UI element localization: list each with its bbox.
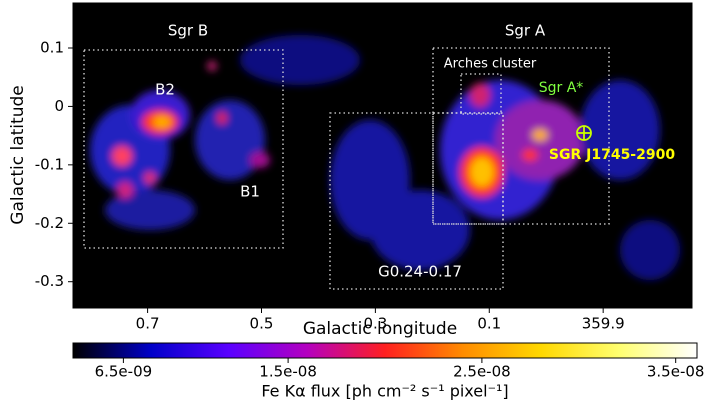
- region-box: [432, 112, 504, 225]
- y-tick-label: 0.1: [40, 38, 64, 56]
- annotation: B2: [155, 81, 175, 99]
- annotation: Sgr A*: [539, 80, 584, 96]
- annotation: B1: [240, 183, 260, 201]
- colorbar-label: Fe Kα flux [ph cm⁻² s⁻¹ pixel⁻¹]: [261, 382, 508, 401]
- emission-map: [90, 35, 680, 280]
- source-marker: [576, 125, 592, 141]
- colorbar: [72, 342, 698, 359]
- x-tick-label: 0.7: [136, 315, 160, 333]
- y-tick-label: 0: [54, 97, 64, 115]
- x-tick-label: 0.1: [477, 315, 501, 333]
- annotation: G0.24-0.17: [378, 263, 462, 281]
- annotation: Arches cluster: [444, 57, 537, 72]
- axes-frame: [72, 2, 693, 309]
- y-tick-label: -0.1: [35, 155, 64, 173]
- y-axis-label: Galactic latitude: [8, 85, 28, 224]
- colorbar-tick-label: 3.5e-08: [647, 363, 705, 381]
- x-tick-label: 0.3: [363, 315, 387, 333]
- x-axis-label: Galactic longitude: [303, 319, 457, 339]
- colorbar-tick-label: 6.5e-09: [95, 363, 153, 381]
- y-tick-label: -0.2: [35, 214, 64, 232]
- region-box: [460, 73, 502, 115]
- annotation: SGR J1745-2900: [549, 147, 675, 163]
- colorbar-tick-label: 2.5e-08: [453, 363, 511, 381]
- x-tick-label: 359.9: [582, 315, 625, 333]
- annotation: Sgr B: [168, 22, 208, 40]
- y-tick-label: -0.3: [35, 272, 64, 290]
- region-box: [83, 49, 284, 249]
- x-tick-label: 0.5: [250, 315, 274, 333]
- annotation: Sgr A: [505, 22, 546, 40]
- colorbar-tick-label: 1.5e-08: [259, 363, 317, 381]
